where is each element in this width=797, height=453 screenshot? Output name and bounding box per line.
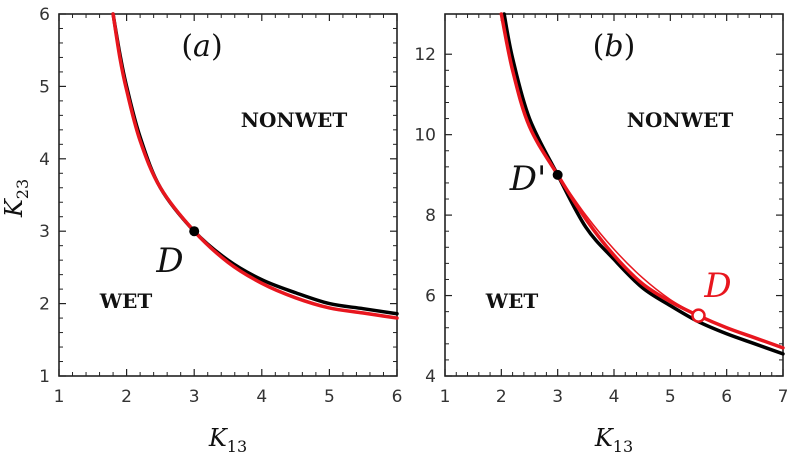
panel-b-label: (b) [593, 29, 636, 64]
x-tick-label: 4 [609, 387, 620, 407]
panel-a-label: (a) [181, 29, 222, 64]
y-tick-label: 2 [39, 295, 50, 315]
x-tick-label: 6 [392, 387, 403, 407]
point-D [189, 226, 200, 237]
x-tick-label: 5 [665, 387, 676, 407]
x-tick-label: 4 [256, 387, 267, 407]
series-red-thin-curve [556, 174, 700, 317]
x-tick-label: 1 [54, 387, 65, 407]
panel-a-point-label-d: D [155, 241, 183, 281]
x-tick-label: 5 [324, 387, 335, 407]
panel-a-points [189, 226, 200, 237]
x-tick-label: 6 [721, 387, 732, 407]
y-tick-label: 8 [425, 206, 436, 226]
y-tick-label: 1 [39, 367, 50, 387]
panel-a-region-nonwet: NONWET [241, 108, 348, 132]
point-Dprime [552, 169, 563, 180]
panel-b-frame [444, 13, 784, 377]
panel-b-xlabel: K13 [594, 424, 633, 453]
panel-b-points [552, 169, 706, 323]
x-tick-label: 1 [440, 387, 451, 407]
x-tick-label: 7 [778, 387, 789, 407]
panel-b-curves [499, 12, 785, 356]
panel-a-curves [111, 12, 399, 320]
series-red-curve [111, 12, 399, 320]
panel-a-ticks: 1 2 3 4 5 6 1 2 3 4 5 6 [39, 5, 402, 407]
panel-a-ylabel: K23 [0, 179, 32, 218]
y-tick-label: 6 [425, 287, 436, 307]
x-tick-label: 3 [552, 387, 563, 407]
panel-a-frame [58, 13, 398, 377]
point-D [691, 308, 706, 323]
y-tick-label: 6 [39, 5, 50, 25]
panel-b-region-nonwet: NONWET [627, 108, 734, 132]
x-tick-label: 3 [189, 387, 200, 407]
y-tick-label: 4 [425, 367, 436, 387]
series-black-curve [502, 12, 785, 356]
series-red-thick-curve [499, 12, 785, 350]
x-tick-label: 2 [496, 387, 507, 407]
y-tick-label: 3 [39, 222, 50, 242]
panel-a: 1 2 3 4 5 6 1 2 3 4 5 6 (a) NONWET WET D K13 K23 [0, 5, 402, 453]
panel-a-xlabel: K13 [208, 424, 247, 453]
panel-a-region-wet: WET [99, 289, 153, 313]
y-tick-label: 5 [39, 77, 50, 97]
x-tick-label: 2 [121, 387, 132, 407]
y-tick-label: 12 [414, 45, 436, 65]
y-tick-label: 4 [39, 150, 50, 170]
panel-b-region-wet: WET [485, 289, 539, 313]
y-tick-label: 10 [414, 126, 436, 146]
panel-b-point-label-d: D [703, 266, 731, 306]
panel-b-point-label-dprime: D' [509, 159, 547, 199]
